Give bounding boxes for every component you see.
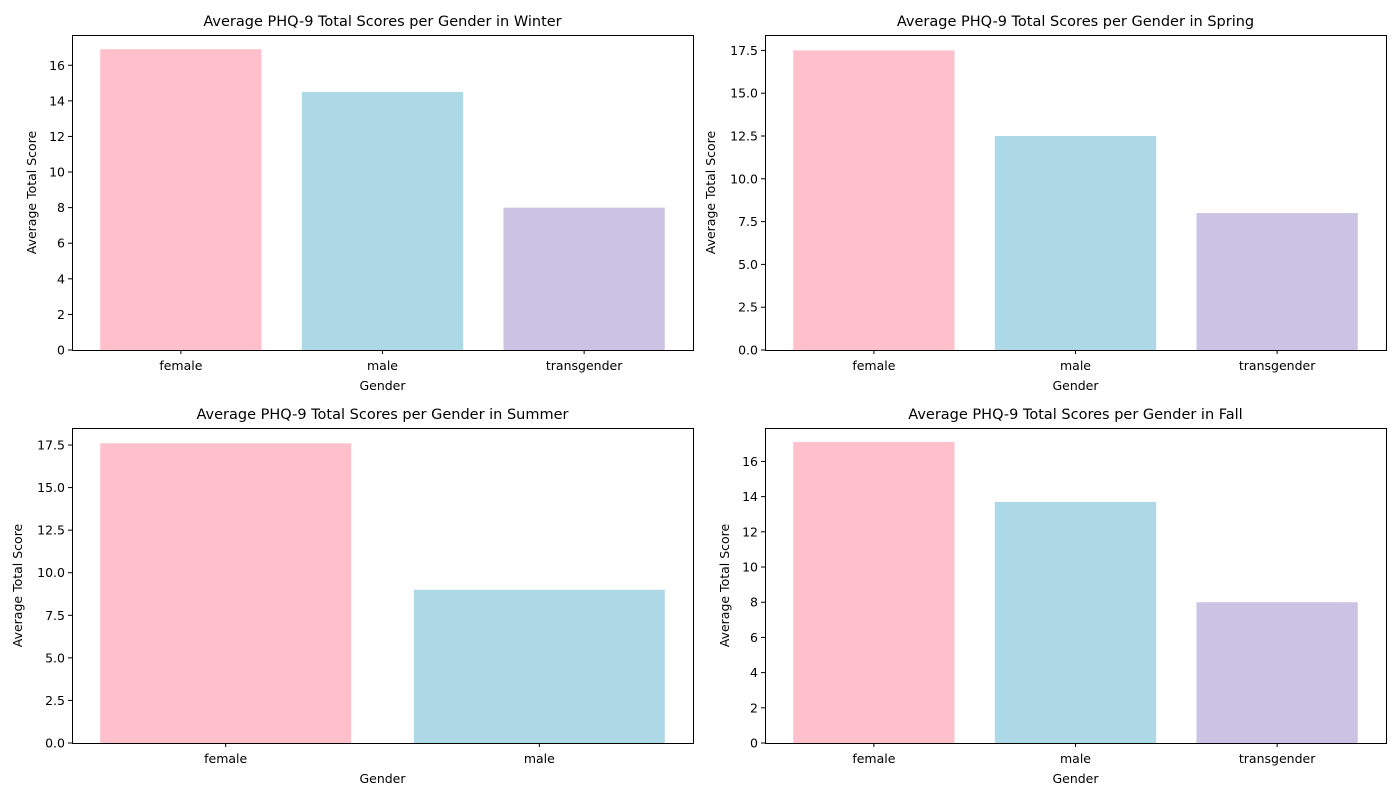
y-tick-label: 0 bbox=[750, 736, 758, 751]
y-tick-label: 12.5 bbox=[730, 129, 758, 144]
chart-panel-1: female male transgender 0 2 4 6 8 10 12 14 16 Averag… bbox=[24, 14, 694, 393]
bar-transgender bbox=[503, 207, 665, 350]
x-tick-label: male bbox=[1060, 751, 1091, 766]
chart-panel-2: female male transgender 0.0 2.5 5.0 7.5 10.0 12.… bbox=[703, 14, 1387, 393]
y-tick-label: 15.0 bbox=[37, 480, 65, 495]
y-tick-label: 2.5 bbox=[45, 693, 65, 708]
x-tick-label: female bbox=[159, 358, 202, 373]
y-tick-label: 0.0 bbox=[738, 343, 758, 358]
y-tick-label: 0.0 bbox=[45, 736, 65, 751]
x-tick-label: male bbox=[367, 358, 398, 373]
x-axis-label: Gender bbox=[359, 378, 406, 393]
y-axis-label: Average Total Score bbox=[703, 130, 718, 254]
x-tick-label: male bbox=[524, 751, 555, 766]
y-tick-label: 8 bbox=[750, 595, 758, 610]
y-tick-label: 4 bbox=[57, 271, 65, 286]
chart-title: Average PHQ-9 Total Scores per Gender in… bbox=[203, 14, 561, 30]
y-tick-label: 4 bbox=[750, 665, 758, 680]
y-tick-label: 17.5 bbox=[730, 43, 758, 58]
y-tick-label: 10 bbox=[49, 165, 65, 180]
y-tick-label: 2 bbox=[750, 700, 758, 715]
bar-female bbox=[793, 442, 955, 743]
bar-transgender bbox=[1196, 213, 1358, 350]
y-tick-label: 6 bbox=[750, 630, 758, 645]
x-tick-label: male bbox=[1060, 358, 1091, 373]
bar-male bbox=[301, 91, 464, 350]
x-tick-label: transgender bbox=[1239, 751, 1316, 766]
y-tick-label: 5.0 bbox=[45, 650, 65, 665]
bar-transgender bbox=[1196, 602, 1358, 743]
y-tick-label: 10 bbox=[742, 560, 758, 575]
y-tick-label: 2 bbox=[57, 307, 65, 322]
bar-female bbox=[100, 49, 262, 350]
y-tick-label: 12.5 bbox=[37, 523, 65, 538]
x-tick-label: female bbox=[852, 751, 895, 766]
x-axis-label: Gender bbox=[359, 771, 406, 786]
y-tick-label: 14 bbox=[49, 93, 65, 108]
y-axis-label: Average Total Score bbox=[717, 523, 732, 647]
y-tick-label: 0 bbox=[57, 343, 65, 358]
y-tick-label: 12 bbox=[742, 524, 758, 539]
chart-panel-3: female male 0.0 2.5 5.0 7.5 10.0 12.5 15.0 17.5 Av… bbox=[10, 407, 694, 786]
y-tick-label: 6 bbox=[57, 236, 65, 251]
chart-panel-4: female male transgender 0 2 4 6 8 10 12 14 16 Averag… bbox=[717, 407, 1387, 786]
chart-title: Average PHQ-9 Total Scores per Gender in… bbox=[908, 407, 1242, 423]
x-axis-label: Gender bbox=[1052, 771, 1099, 786]
y-tick-label: 14 bbox=[742, 489, 758, 504]
y-tick-label: 16 bbox=[742, 454, 758, 469]
bar-male bbox=[994, 501, 1157, 743]
x-tick-label: transgender bbox=[1239, 358, 1316, 373]
y-tick-label: 15.0 bbox=[730, 86, 758, 101]
x-tick-label: female bbox=[852, 358, 895, 373]
y-axis-label: Average Total Score bbox=[10, 523, 25, 647]
y-axis-label: Average Total Score bbox=[24, 130, 39, 254]
plot-frame bbox=[72, 428, 694, 744]
y-tick-label: 7.5 bbox=[45, 608, 65, 623]
y-tick-label: 7.5 bbox=[738, 214, 758, 229]
x-axis-label: Gender bbox=[1052, 378, 1099, 393]
y-tick-label: 17.5 bbox=[37, 438, 65, 453]
y-tick-label: 10.0 bbox=[37, 565, 65, 580]
y-tick-label: 10.0 bbox=[730, 171, 758, 186]
chart-title: Average PHQ-9 Total Scores per Gender in… bbox=[196, 407, 568, 423]
y-tick-label: 16 bbox=[49, 58, 65, 73]
bar-male bbox=[413, 589, 665, 743]
chart-title: Average PHQ-9 Total Scores per Gender in… bbox=[897, 14, 1254, 30]
bar-female bbox=[793, 50, 955, 351]
bar-male bbox=[994, 136, 1157, 350]
x-tick-label: transgender bbox=[546, 358, 623, 373]
y-tick-label: 8 bbox=[57, 200, 65, 215]
x-tick-label: female bbox=[204, 751, 247, 766]
y-tick-label: 12 bbox=[49, 129, 65, 144]
bar-female bbox=[100, 443, 352, 743]
y-tick-label: 5.0 bbox=[738, 257, 758, 272]
y-tick-label: 2.5 bbox=[738, 300, 758, 315]
